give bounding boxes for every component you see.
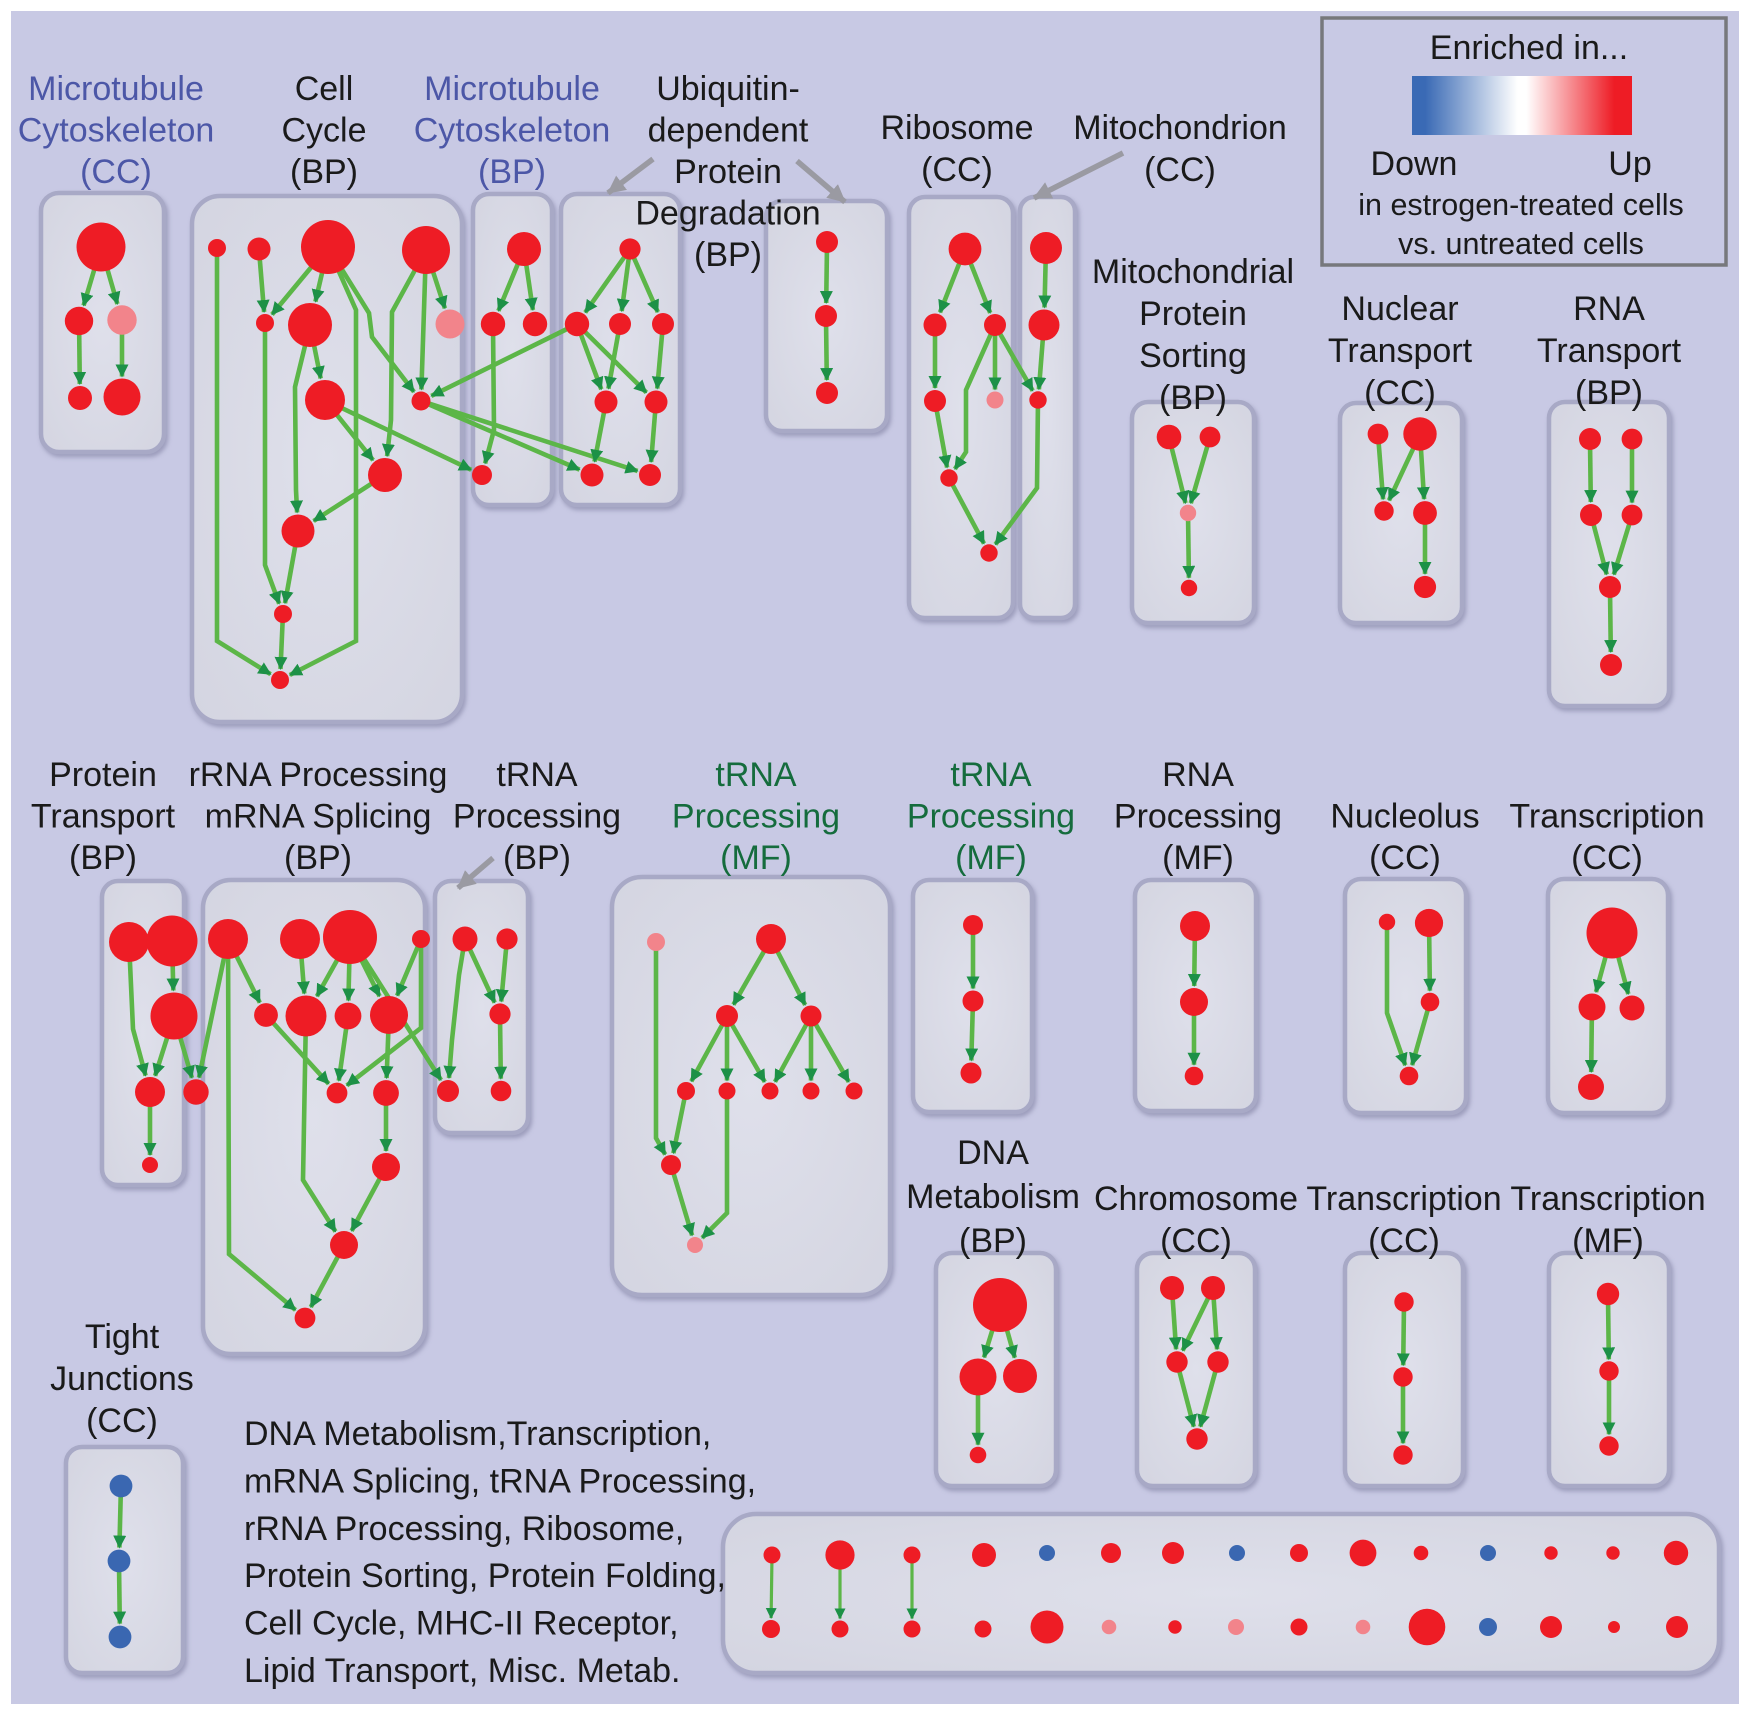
svg-text:Junctions: Junctions	[50, 1360, 194, 1398]
svg-text:Cell: Cell	[295, 70, 354, 108]
svg-text:Transcription: Transcription	[1509, 798, 1704, 836]
svg-text:Tight: Tight	[85, 1318, 160, 1356]
svg-text:dependent: dependent	[648, 112, 809, 150]
svg-text:Protein Sorting, Protein Foldi: Protein Sorting, Protein Folding,	[244, 1557, 726, 1595]
svg-text:Lipid Transport, Misc. Metab.: Lipid Transport, Misc. Metab.	[244, 1652, 681, 1690]
svg-text:(CC): (CC)	[921, 151, 993, 189]
svg-text:Enriched in...: Enriched in...	[1430, 29, 1628, 67]
svg-text:RNA: RNA	[1573, 290, 1645, 328]
svg-text:Degradation: Degradation	[635, 195, 820, 233]
svg-text:Processing: Processing	[907, 798, 1075, 836]
svg-text:Ribosome: Ribosome	[880, 109, 1033, 147]
svg-text:Transport: Transport	[31, 798, 176, 836]
svg-text:Cytoskeleton: Cytoskeleton	[414, 112, 611, 150]
svg-text:Cytoskeleton: Cytoskeleton	[18, 112, 215, 150]
svg-text:tRNA: tRNA	[496, 756, 578, 794]
svg-text:vs. untreated cells: vs. untreated cells	[1398, 227, 1644, 261]
svg-text:mRNA Splicing, tRNA Processing: mRNA Splicing, tRNA Processing,	[244, 1462, 756, 1500]
svg-text:(BP): (BP)	[478, 153, 546, 191]
svg-text:(MF): (MF)	[1162, 839, 1234, 877]
svg-text:(BP): (BP)	[290, 153, 358, 191]
svg-text:Nuclear: Nuclear	[1341, 290, 1458, 328]
svg-text:(BP): (BP)	[959, 1222, 1027, 1260]
svg-text:tRNA: tRNA	[715, 756, 797, 794]
svg-text:Protein: Protein	[49, 756, 157, 794]
svg-text:(MF): (MF)	[1572, 1222, 1644, 1260]
svg-text:Protein: Protein	[1139, 295, 1247, 333]
svg-text:(CC): (CC)	[1144, 151, 1216, 189]
svg-text:mRNA Splicing: mRNA Splicing	[205, 798, 432, 836]
svg-text:(BP): (BP)	[694, 236, 762, 274]
svg-text:DNA Metabolism,Transcription,: DNA Metabolism,Transcription,	[244, 1415, 711, 1453]
svg-text:rRNA Processing, Ribosome,: rRNA Processing, Ribosome,	[244, 1510, 684, 1548]
svg-text:(CC): (CC)	[1571, 839, 1643, 877]
svg-text:(BP): (BP)	[503, 839, 571, 877]
svg-text:Sorting: Sorting	[1139, 337, 1247, 375]
svg-text:(CC): (CC)	[1364, 374, 1436, 412]
svg-text:Processing: Processing	[1114, 798, 1282, 836]
svg-text:in estrogen-treated cells: in estrogen-treated cells	[1358, 188, 1684, 222]
svg-text:DNA: DNA	[957, 1134, 1029, 1172]
svg-text:Up: Up	[1608, 145, 1651, 183]
svg-text:(CC): (CC)	[1160, 1222, 1232, 1260]
svg-text:Down: Down	[1371, 145, 1458, 183]
svg-text:Nucleolus: Nucleolus	[1330, 798, 1479, 836]
svg-text:Mitochondrion: Mitochondrion	[1073, 109, 1287, 147]
svg-text:Transcription: Transcription	[1306, 1180, 1501, 1218]
svg-text:(BP): (BP)	[69, 839, 137, 877]
svg-text:(BP): (BP)	[284, 839, 352, 877]
svg-text:Chromosome: Chromosome	[1094, 1180, 1298, 1218]
svg-text:Metabolism: Metabolism	[906, 1178, 1080, 1216]
svg-text:(CC): (CC)	[1368, 1222, 1440, 1260]
svg-text:Transcription: Transcription	[1510, 1180, 1705, 1218]
svg-text:(MF): (MF)	[720, 839, 792, 877]
svg-text:(CC): (CC)	[1369, 839, 1441, 877]
svg-text:Protein: Protein	[674, 153, 782, 191]
svg-text:(MF): (MF)	[955, 839, 1027, 877]
svg-text:Cycle: Cycle	[281, 112, 366, 150]
svg-text:RNA: RNA	[1162, 756, 1234, 794]
svg-text:Microtubule: Microtubule	[28, 70, 204, 108]
svg-text:Transport: Transport	[1328, 332, 1473, 370]
svg-text:Processing: Processing	[453, 798, 621, 836]
svg-text:Microtubule: Microtubule	[424, 70, 600, 108]
svg-text:Processing: Processing	[672, 798, 840, 836]
svg-text:Ubiquitin-: Ubiquitin-	[656, 70, 800, 108]
svg-text:Cell Cycle, MHC-II Receptor,: Cell Cycle, MHC-II Receptor,	[244, 1605, 679, 1643]
svg-text:(CC): (CC)	[80, 153, 152, 191]
svg-text:(CC): (CC)	[86, 1402, 158, 1440]
svg-text:(BP): (BP)	[1575, 374, 1643, 412]
svg-text:(BP): (BP)	[1159, 379, 1227, 417]
svg-text:Mitochondrial: Mitochondrial	[1092, 253, 1294, 291]
svg-text:rRNA Processing: rRNA Processing	[189, 756, 448, 794]
svg-text:Transport: Transport	[1537, 332, 1682, 370]
svg-text:tRNA: tRNA	[950, 756, 1032, 794]
